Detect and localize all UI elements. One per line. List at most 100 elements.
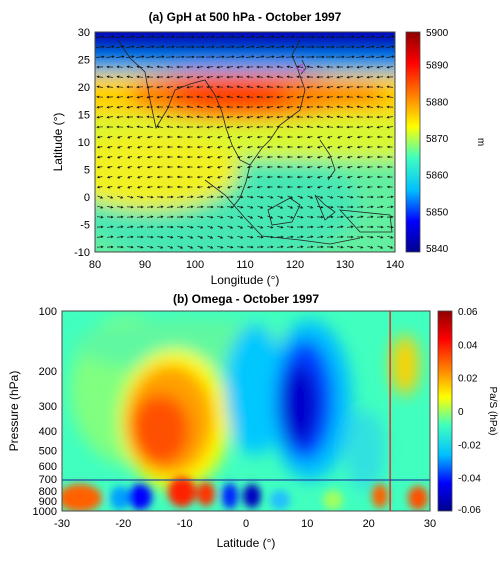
wind-arrowhead [280, 235, 284, 239]
wind-arrow [107, 236, 113, 238]
wind-arrowhead [356, 115, 360, 119]
wind-arrow [317, 195, 323, 199]
wind-arrow [217, 245, 223, 249]
wind-arrow [117, 155, 123, 159]
wind-arrowhead [170, 235, 174, 239]
wind-arrow [247, 166, 253, 168]
wind-arrow [347, 76, 353, 78]
wind-arrowhead [131, 35, 135, 38]
wind-arrow [227, 215, 233, 219]
wind-arrow [117, 106, 123, 108]
wind-arrowhead [186, 115, 190, 119]
wind-arrow [337, 135, 343, 139]
colorbar-b-tick: -0.04 [458, 474, 481, 485]
wind-arrowhead [156, 135, 160, 139]
wind-arrowhead [290, 206, 294, 209]
wind-arrowhead [371, 55, 375, 59]
wind-arrow [136, 36, 144, 38]
wind-arrowhead [346, 95, 350, 99]
wind-arrowhead [146, 155, 150, 159]
wind-arrowhead [231, 45, 235, 49]
wind-arrowhead [306, 135, 310, 139]
wind-arrowhead [206, 95, 210, 99]
wind-arrow [227, 185, 233, 189]
wind-arrowhead [321, 45, 325, 49]
wind-arrow [177, 76, 183, 78]
wind-arrow [317, 166, 323, 168]
wind-arrowhead [186, 65, 190, 69]
wind-arrowhead [137, 165, 140, 169]
wind-arrowhead [116, 75, 120, 79]
wind-arrowhead [316, 75, 320, 79]
wind-arrow [327, 195, 333, 199]
wind-arrowhead [326, 85, 330, 89]
x-tick-a: 90 [139, 259, 151, 271]
wind-arrow [387, 235, 393, 239]
wind-arrowhead [181, 45, 185, 49]
wind-arrow [147, 86, 153, 88]
wind-arrow [297, 106, 303, 108]
wind-arrow [387, 96, 393, 98]
wind-arrowhead [110, 225, 114, 229]
wind-arrowhead [146, 145, 150, 149]
wind-arrowhead [376, 175, 380, 179]
wind-arrow [127, 96, 133, 98]
wind-arrow [106, 46, 114, 48]
wind-arrowhead [386, 165, 390, 169]
wind-arrowhead [386, 105, 390, 109]
wind-arrow [376, 106, 384, 108]
wind-arrowhead [106, 85, 110, 89]
wind-arrow [117, 66, 123, 68]
wind-arrow [257, 146, 263, 148]
wind-arrowhead [221, 35, 225, 39]
wind-arrowhead [316, 95, 320, 99]
wind-arrow [376, 76, 384, 78]
wind-arrowhead [276, 175, 280, 179]
wind-arrowhead [181, 55, 185, 59]
wind-arrowhead [276, 105, 280, 109]
wind-arrow [337, 226, 343, 228]
x-tick-a: 100 [186, 259, 204, 271]
wind-arrow [177, 116, 183, 118]
wind-arrowhead [296, 155, 300, 159]
wind-arrowhead [131, 55, 135, 58]
wind-arrowhead [196, 165, 200, 169]
wind-arrowhead [300, 196, 304, 199]
wind-arrow [167, 236, 173, 238]
wind-arrowhead [96, 165, 100, 169]
chart-b-frame [61, 310, 431, 512]
wind-arrow [95, 56, 105, 58]
colorbar-b-tick: 0.04 [458, 340, 478, 351]
x-tick-a: 140 [386, 259, 404, 271]
wind-arrow [297, 66, 303, 68]
wind-arrowhead [160, 225, 164, 229]
wind-arrowhead [246, 95, 250, 99]
wind-arrowhead [326, 115, 330, 119]
wind-arrow [126, 36, 134, 38]
wind-arrow [247, 116, 253, 118]
wind-arrow [137, 76, 143, 78]
wind-arrow [266, 36, 274, 38]
wind-arrowhead [231, 35, 235, 39]
x-tick-b: 20 [363, 518, 375, 530]
wind-arrowhead [240, 245, 244, 249]
wind-arrow [277, 106, 283, 108]
wind-arrowhead [116, 85, 120, 89]
wind-arrow [215, 56, 225, 58]
wind-arrow [327, 116, 333, 118]
chart-a-xticks: 80 90 100 110 120 130 140 [89, 259, 404, 271]
wind-arrow [197, 235, 203, 239]
wind-arrow [247, 196, 253, 198]
wind-arrowhead [206, 155, 210, 159]
wind-arrowhead [336, 85, 340, 89]
wind-arrowhead [106, 105, 110, 109]
colorbar-a-tick: 5900 [426, 28, 449, 39]
wind-arrow [297, 96, 303, 98]
wind-arrow [127, 165, 133, 169]
wind-arrowhead [337, 175, 341, 179]
y-tick-b: 400 [39, 426, 57, 438]
wind-arrowhead [240, 235, 244, 239]
wind-arrowhead [296, 65, 300, 69]
wind-arrowhead [366, 145, 370, 149]
wind-arrow [317, 66, 323, 68]
